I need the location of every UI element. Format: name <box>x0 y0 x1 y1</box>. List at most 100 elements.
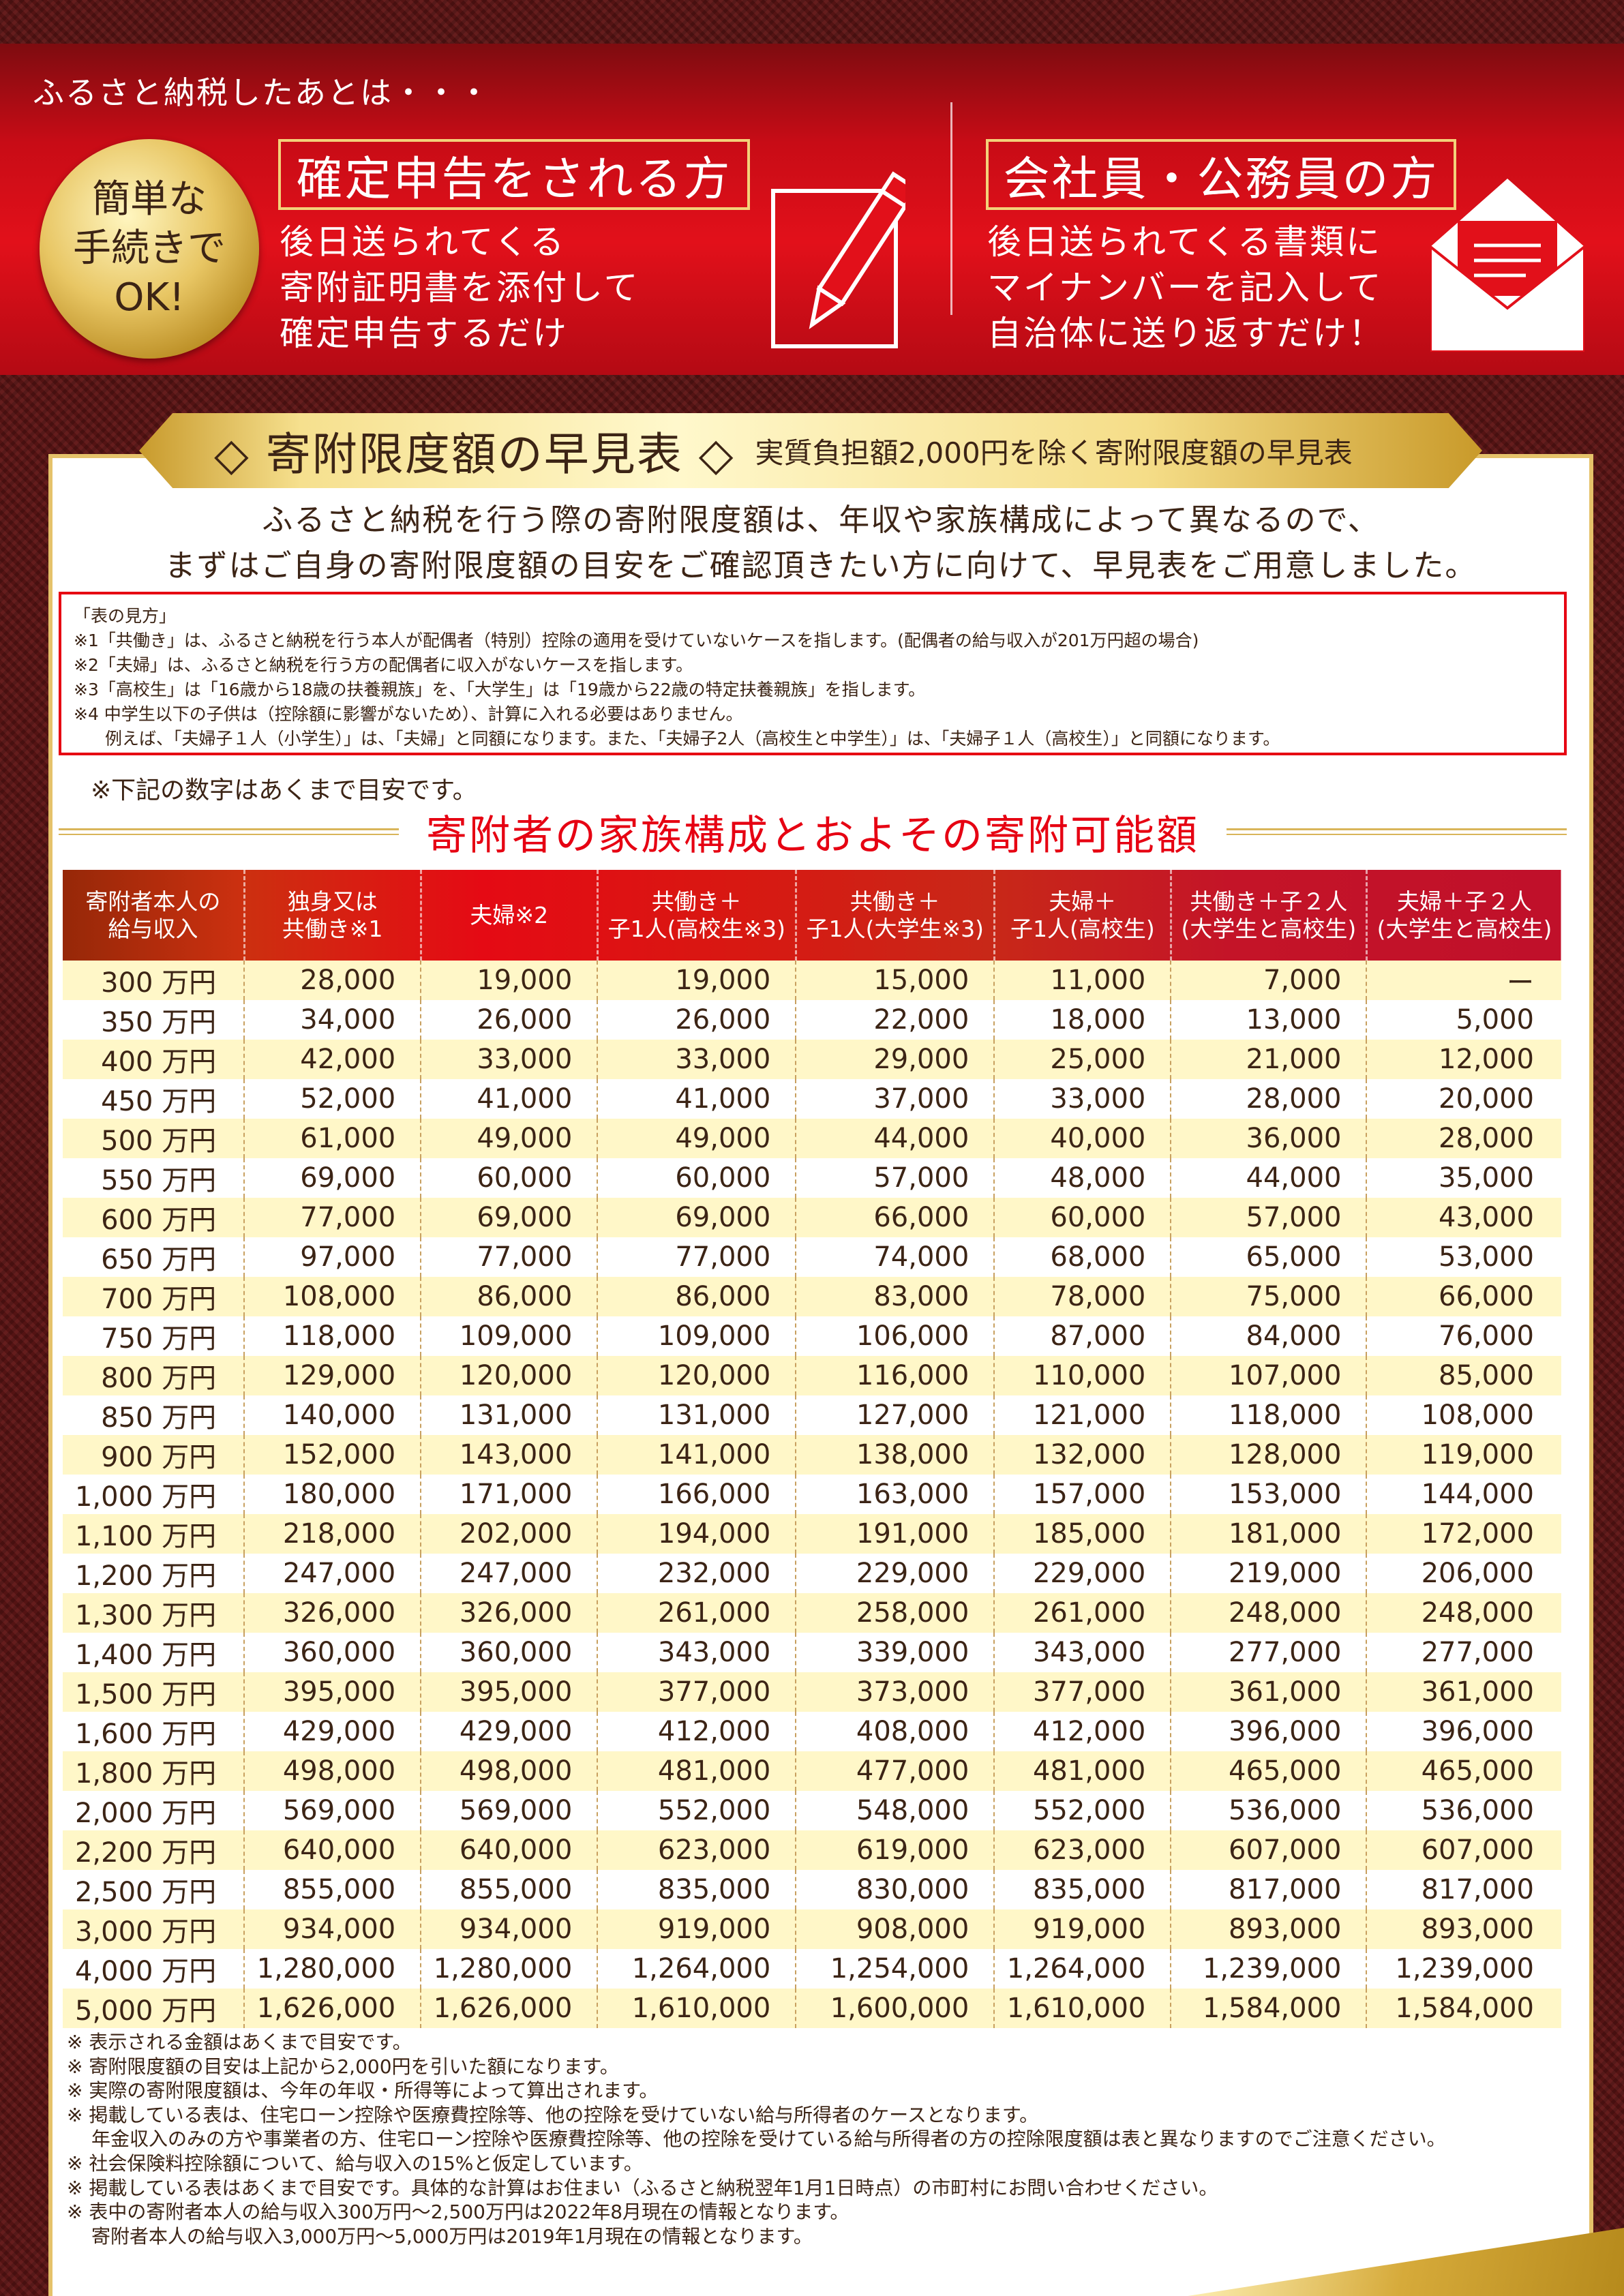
amount-cell: 258,000 <box>796 1593 995 1633</box>
amount-cell: 163,000 <box>796 1475 995 1514</box>
table-row: 5,000 万円 1,626,000 1,626,000 1,610,000 1,600… <box>63 1989 1561 2028</box>
amount-cell: 1,610,000 <box>597 1989 797 2028</box>
amount-cell: 69,000 <box>421 1198 599 1237</box>
amount-cell: 343,000 <box>994 1633 1172 1672</box>
amount-cell: 202,000 <box>421 1514 599 1554</box>
amount-cell: 41,000 <box>597 1079 797 1119</box>
amount-cell: 57,000 <box>1171 1198 1368 1237</box>
amount-cell: 277,000 <box>1171 1633 1368 1672</box>
amount-cell: 1,626,000 <box>421 1989 599 2028</box>
amount-cell: 68,000 <box>994 1237 1172 1277</box>
amount-cell: 132,000 <box>994 1435 1172 1475</box>
amount-cell: 157,000 <box>994 1475 1172 1514</box>
amount-cell: 33,000 <box>994 1079 1172 1119</box>
amount-cell: 66,000 <box>1366 1277 1561 1316</box>
amount-cell: 76,000 <box>1366 1316 1561 1356</box>
amount-cell: 143,000 <box>421 1435 599 1475</box>
amount-cell: 429,000 <box>421 1712 599 1751</box>
income-cell: 2,200 万円 <box>63 1830 245 1870</box>
column-header-line: 給与収入 <box>108 915 198 942</box>
easy-procedure-badge: 簡単な 手続きで OK! <box>40 139 259 359</box>
amount-cell: 138,000 <box>796 1435 995 1475</box>
amount-cell: 360,000 <box>244 1633 422 1672</box>
amount-cell: 13,000 <box>1171 1000 1368 1040</box>
amount-cell: 108,000 <box>244 1277 422 1316</box>
amount-cell: 248,000 <box>1366 1593 1561 1633</box>
amount-cell: 37,000 <box>796 1079 995 1119</box>
amount-cell: 552,000 <box>597 1791 797 1830</box>
amount-cell: 412,000 <box>597 1712 797 1751</box>
amount-cell: 185,000 <box>994 1514 1172 1554</box>
income-cell: 4,000 万円 <box>63 1949 245 1989</box>
amount-cell: 835,000 <box>597 1870 797 1909</box>
estimate-caution: ※下記の数字はあくまで目安です。 <box>91 776 477 804</box>
amount-cell: 60,000 <box>994 1198 1172 1237</box>
amount-cell: 75,000 <box>1171 1277 1368 1316</box>
footer-note: 年金収入のみの方や事業者の方、住宅ローン控除や医療費控除等、他の控除を受けている… <box>91 2128 1446 2151</box>
amount-cell: 817,000 <box>1171 1870 1368 1909</box>
income-cell: 1,200 万円 <box>63 1554 245 1593</box>
footer-note: ※ 表示される金額はあくまで目安です。 <box>67 2031 412 2053</box>
amount-cell: ー <box>1366 961 1561 1000</box>
amount-cell: 498,000 <box>244 1751 422 1791</box>
amount-cell: 118,000 <box>244 1316 422 1356</box>
income-cell: 650 万円 <box>63 1237 245 1277</box>
amount-cell: 536,000 <box>1171 1791 1368 1830</box>
amount-cell: 172,000 <box>1366 1514 1561 1554</box>
amount-cell: 247,000 <box>244 1554 422 1593</box>
column-header: 夫婦＋子２人 (大学生と高校生) <box>1366 870 1561 961</box>
amount-cell: 120,000 <box>421 1356 599 1395</box>
description-line: 寄附証明書を添付して <box>280 268 640 307</box>
amount-cell: 893,000 <box>1366 1909 1561 1949</box>
amount-cell: 60,000 <box>421 1158 599 1198</box>
amount-cell: 86,000 <box>597 1277 797 1316</box>
amount-cell: 277,000 <box>1366 1633 1561 1672</box>
income-cell: 1,000 万円 <box>63 1475 245 1514</box>
column-header-line: 夫婦＋ <box>1049 888 1117 915</box>
amount-cell: 261,000 <box>597 1593 797 1633</box>
amount-cell: 85,000 <box>1366 1356 1561 1395</box>
description-line: 確定申告するだけ <box>280 314 569 353</box>
income-cell: 5,000 万円 <box>63 1989 245 2028</box>
amount-cell: 65,000 <box>1171 1237 1368 1277</box>
amount-cell: 127,000 <box>796 1395 995 1435</box>
description-line: 後日送られてくる書類に <box>987 222 1382 262</box>
amount-cell: 107,000 <box>1171 1356 1368 1395</box>
amount-cell: 52,000 <box>244 1079 422 1119</box>
description-line: マイナンバーを記入して <box>987 268 1383 307</box>
tax-return-heading: 確定申告をされる方 <box>278 139 750 210</box>
table-row: 1,300 万円 326,000 326,000 261,000 258,000 261,… <box>63 1593 1561 1633</box>
amount-cell: 25,000 <box>994 1040 1172 1079</box>
notes-heading: 「表の見方」 <box>74 606 177 626</box>
amount-cell: 41,000 <box>421 1079 599 1119</box>
table-row: 1,000 万円 180,000 171,000 166,000 163,000 157,… <box>63 1475 1561 1514</box>
amount-cell: 1,280,000 <box>421 1949 599 1989</box>
table-row: 4,000 万円 1,280,000 1,280,000 1,264,000 1,254… <box>63 1949 1561 1989</box>
amount-cell: 49,000 <box>597 1119 797 1158</box>
column-header-line: 寄附者本人の <box>85 888 221 915</box>
description-line: 自治体に送り返すだけ！ <box>987 314 1385 353</box>
income-cell: 2,500 万円 <box>63 1870 245 1909</box>
amount-cell: 206,000 <box>1366 1554 1561 1593</box>
amount-cell: 181,000 <box>1171 1514 1368 1554</box>
amount-cell: 86,000 <box>421 1277 599 1316</box>
amount-cell: 395,000 <box>244 1672 422 1712</box>
amount-cell: 229,000 <box>994 1554 1172 1593</box>
amount-cell: 1,610,000 <box>994 1989 1172 2028</box>
amount-cell: 536,000 <box>1366 1791 1561 1830</box>
amount-cell: 1,239,000 <box>1171 1949 1368 1989</box>
intro-line: まずはご自身の寄附限度額の目安をご確認頂きたい方に向けて、早見表をご用意しました… <box>164 547 1477 584</box>
amount-cell: 377,000 <box>994 1672 1172 1712</box>
amount-cell: 248,000 <box>1171 1593 1368 1633</box>
amount-cell: 623,000 <box>994 1830 1172 1870</box>
amount-cell: 77,000 <box>421 1237 599 1277</box>
badge-line: 簡単な <box>92 177 207 222</box>
column-header-line: 夫婦※2 <box>470 901 549 928</box>
note-line: 例えば、「夫婦子１人（小学生）」は、「夫婦」と同額になります。また、「夫婦子2人… <box>105 729 1280 749</box>
amount-cell: 1,626,000 <box>244 1989 422 2028</box>
amount-cell: 640,000 <box>421 1830 599 1870</box>
footer-note: ※ 表中の寄附者本人の給与収入300万円〜2,500万円は2022年8月現在の情… <box>67 2201 849 2224</box>
footer-note: ※ 社会保険料控除額について、給与収入の15%と仮定しています。 <box>67 2151 643 2175</box>
table-header-row: 寄附者本人の 給与収入 独身又は 共働き※1 夫婦※2 共働き＋ 子1人(高校生※3) 共働き… <box>63 870 1561 961</box>
column-header: 共働き＋子２人 (大学生と高校生) <box>1171 870 1368 961</box>
